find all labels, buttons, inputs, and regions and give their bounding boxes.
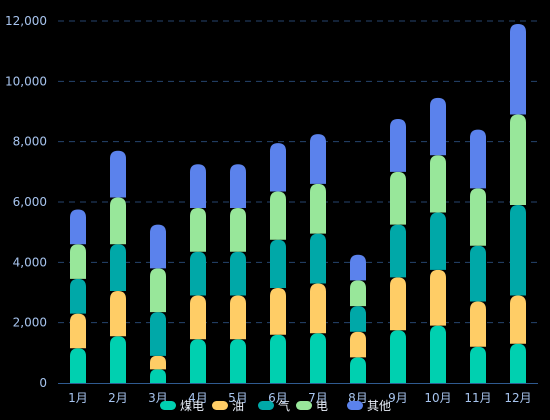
bar-segment-气[interactable] [150,312,166,356]
bar-segment-电[interactable] [190,208,206,252]
y-tick-label: 2,000 [13,316,47,330]
x-tick-label: 12月 [504,391,531,405]
bar-segment-气[interactable] [510,205,526,296]
x-tick-label: 1月 [68,391,88,405]
x-tick-label: 11月 [464,391,491,405]
bar-segment-气[interactable] [270,239,286,288]
x-tick-label: 10月 [424,391,451,405]
bar-segment-气[interactable] [190,251,206,296]
legend-label: 气 [278,398,290,413]
legend-item-其他[interactable]: 其他 [347,399,391,413]
bar-segment-其他[interactable] [430,97,446,156]
bar-segment-其他[interactable] [470,129,486,189]
bar-segment-气[interactable] [430,212,446,270]
bar-segment-气[interactable] [230,251,246,296]
legend-label: 电 [316,399,328,413]
bar-segment-其他[interactable] [310,134,326,184]
x-tick-label: 5月 [228,391,248,405]
y-tick-label: 4,000 [13,255,47,269]
x-tick-label: 9月 [388,391,408,405]
legend-swatch [258,401,274,410]
bar-segment-油[interactable] [310,283,326,334]
bar-segment-气[interactable] [470,245,486,302]
bar-segment-煤电[interactable] [230,339,246,383]
bar-segment-电[interactable] [150,268,166,313]
bar-segment-煤电[interactable] [110,336,126,383]
bar-segment-其他[interactable] [350,254,366,281]
bar-segment-其他[interactable] [270,143,286,192]
legend-item-油[interactable]: 油 [212,399,244,413]
y-tick-label: 10,000 [5,74,47,88]
bar-segment-油[interactable] [270,287,286,335]
y-tick-label: 6,000 [13,195,47,209]
y-tick-label: 8,000 [13,135,47,149]
bar-segment-油[interactable] [390,277,406,331]
bar-segment-电[interactable] [110,197,126,245]
bar-segment-油[interactable] [510,295,526,344]
bar-segment-电[interactable] [350,280,366,307]
bar-segment-油[interactable] [110,290,126,337]
legend-label: 其他 [367,399,391,413]
bar-segment-煤电[interactable] [150,369,166,383]
bars [70,24,526,383]
bar-segment-其他[interactable] [150,224,166,269]
legend-swatch [212,401,228,410]
bar-segment-其他[interactable] [230,164,246,209]
bar-segment-电[interactable] [310,183,326,234]
bar-segment-煤电[interactable] [270,334,286,383]
bar-segment-油[interactable] [70,313,86,349]
legend-swatch [296,401,312,410]
bar-segment-煤电[interactable] [470,346,486,383]
bar-segment-电[interactable] [270,191,286,240]
legend-label: 煤电 [180,399,204,413]
x-axis: 1月 2月 3月 4月 5月 6月 7月 8月 9月 10月 11月 12月 [58,383,538,405]
bar-segment-其他[interactable] [510,24,526,115]
legend-label: 油 [232,399,244,413]
bar-segment-电[interactable] [230,208,246,252]
bar-segment-其他[interactable] [390,119,406,172]
bar-segment-电[interactable] [70,244,86,279]
legend-swatch [160,401,176,410]
bar-segment-气[interactable] [110,244,126,291]
bar-segment-油[interactable] [430,269,446,326]
y-tick-label: 12,000 [5,14,47,28]
bar-segment-油[interactable] [150,355,166,370]
x-tick-label: 6月 [268,391,288,405]
bar-segment-电[interactable] [390,171,406,225]
legend-item-气[interactable]: 气 [258,398,290,413]
legend[interactable]: 煤电 油 气 电 其他 [160,398,391,413]
y-tick-label: 0 [39,376,47,390]
bar-segment-电[interactable] [430,155,446,213]
bar-segment-气[interactable] [390,224,406,278]
bar-segment-其他[interactable] [70,209,86,245]
bar-segment-煤电[interactable] [70,348,86,383]
grid-lines [58,20,538,324]
bar-segment-其他[interactable] [110,150,126,198]
bar-segment-煤电[interactable] [430,325,446,383]
bar-segment-气[interactable] [70,278,86,314]
legend-item-电[interactable]: 电 [296,399,328,413]
bar-segment-油[interactable] [230,295,246,340]
bar-segment-油[interactable] [470,301,486,347]
legend-item-煤电[interactable]: 煤电 [160,399,204,413]
bar-segment-油[interactable] [350,331,366,358]
bar-segment-煤电[interactable] [350,357,366,383]
bar-segment-电[interactable] [510,114,526,206]
x-tick-label: 4月 [188,391,208,405]
y-axis: 0 2,000 4,000 6,000 8,000 10,000 12,000 [5,14,47,390]
bar-segment-气[interactable] [350,306,366,332]
bar-segment-煤电[interactable] [390,330,406,383]
bar-segment-气[interactable] [310,233,326,284]
bar-segment-煤电[interactable] [310,333,326,383]
bar-segment-电[interactable] [470,188,486,246]
x-tick-label: 7月 [308,391,328,405]
bar-segment-油[interactable] [190,295,206,340]
x-tick-label: 2月 [108,391,128,405]
bar-segment-煤电[interactable] [510,343,526,383]
bar-segment-煤电[interactable] [190,339,206,383]
legend-swatch [347,401,363,410]
bar-segment-其他[interactable] [190,164,206,209]
